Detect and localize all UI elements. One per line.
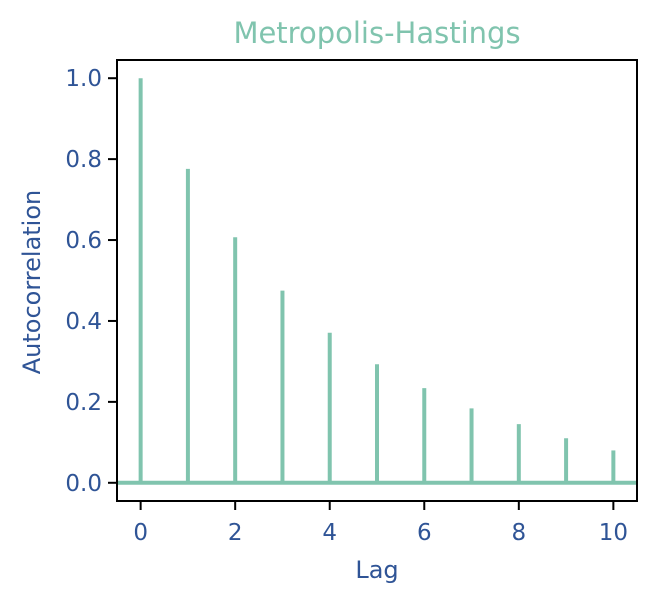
y-tick-label: 0.0 [65, 471, 102, 497]
stems-layer [138, 78, 616, 483]
x-tick-label: 0 [133, 520, 148, 546]
x-tick-label: 6 [417, 520, 432, 546]
x-tick-label: 4 [322, 520, 337, 546]
x-ticks-layer: 0 2 4 6 8 10 [133, 501, 628, 546]
chart-title: Metropolis-Hastings [233, 16, 520, 50]
x-tick-label: 8 [511, 520, 526, 546]
y-tick-label: 1.0 [65, 66, 102, 92]
y-axis-label: Autocorrelation [18, 190, 46, 375]
x-tick-label: 10 [599, 520, 628, 546]
plot-frame [116, 59, 638, 502]
y-tick-label: 0.4 [65, 309, 102, 335]
y-tick-label: 0.8 [65, 147, 102, 173]
y-ticks-layer: 0.0 0.2 0.4 0.6 0.8 1.0 [65, 66, 117, 497]
y-tick-label: 0.6 [65, 228, 102, 254]
y-tick-label: 0.2 [65, 390, 102, 416]
x-axis-label: Lag [355, 556, 398, 584]
x-tick-label: 2 [228, 520, 243, 546]
